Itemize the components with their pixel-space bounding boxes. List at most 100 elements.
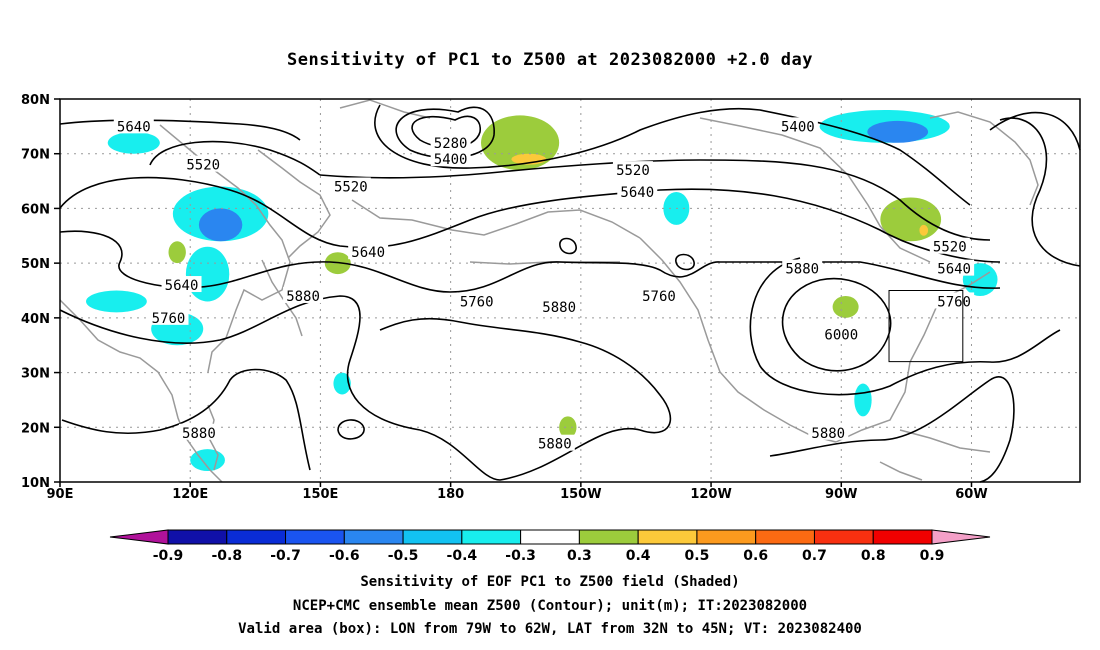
- contour-label-bg-17: [929, 237, 970, 254]
- contour-label-16: 6000: [824, 327, 858, 343]
- lon-label-90W: 90W: [825, 487, 857, 502]
- colorbar-box-6: [520, 529, 580, 545]
- contour-label-bg-19: [934, 292, 975, 309]
- colorbar-tick-label-10: 0.6: [743, 548, 768, 564]
- lon-label-150E: 150E: [302, 487, 338, 502]
- contour-label-bg-3: [430, 150, 471, 167]
- contour-label-10: 5880: [542, 300, 576, 316]
- contour-label-7: 5760: [152, 311, 186, 327]
- lon-label-90E: 90E: [47, 487, 74, 502]
- contour-label-bg-4: [330, 177, 371, 194]
- coast-bering: [351, 199, 641, 239]
- shade-patch-20: [919, 224, 929, 236]
- colorbar-tick-label-13: 0.9: [920, 548, 945, 564]
- colorbar-box-9: [696, 529, 757, 545]
- colorbar-box-12: [872, 529, 933, 545]
- contour-label-bg-5: [348, 243, 389, 260]
- colorbar-tick-label-4: -0.5: [388, 548, 419, 564]
- coast-canada-north: [699, 117, 931, 263]
- contour-south-left: [61, 368, 311, 471]
- lat-label-20N: 20N: [21, 421, 50, 436]
- contour-label-bg-16: [821, 325, 862, 342]
- contour-label-bg-0: [113, 117, 154, 134]
- valid-area-box: [888, 290, 964, 363]
- shade-patch-7: [190, 449, 225, 472]
- contour-label-22: 5880: [811, 426, 845, 442]
- lon-label-180: 180: [437, 487, 464, 502]
- contour-label-1: 5520: [186, 158, 220, 174]
- colorbar-box-10: [755, 529, 815, 545]
- colorbar-tick-label-8: 0.4: [626, 548, 651, 564]
- colorbar-box-2: [285, 529, 345, 545]
- contour-label-0: 5640: [117, 119, 151, 135]
- contour-5640-west: [59, 119, 301, 141]
- contour-east-ridge-2: [999, 117, 1081, 267]
- contour-6000-high: [781, 277, 892, 372]
- colorbar: -0.9 -0.8 -0.7 -0.6 -0.5 -0.4 -0.3 0.3 0.4 0.5 0.6…: [109, 529, 991, 564]
- coast-philippines: [207, 404, 219, 471]
- coast-east-asia: [159, 124, 291, 373]
- lat-label-60N: 60N: [21, 202, 50, 217]
- lat-label-30N: 30N: [21, 367, 50, 382]
- shade-patch-6: [333, 372, 351, 395]
- contour-label-bg-20: [178, 423, 219, 440]
- contour-label-12: 5640: [620, 185, 654, 201]
- contour-label-6: 5640: [165, 278, 199, 294]
- contour-label-3: 5400: [434, 152, 468, 168]
- lat-label-80N: 80N: [21, 93, 50, 108]
- contour-label-bg-7: [148, 308, 189, 325]
- colorbar-low-triangle: [109, 529, 169, 545]
- colorbar-tick-label-1: -0.8: [211, 548, 242, 564]
- colorbar-tick-label-7: 0.3: [567, 548, 592, 564]
- contour-small-3: [337, 419, 365, 440]
- contour-5520-west: [149, 140, 321, 176]
- colorbar-box-1: [226, 529, 287, 545]
- colorbar-tick-label-9: 0.5: [685, 548, 710, 564]
- contour-label-21: 5880: [538, 437, 572, 453]
- caption-line-2: NCEP+CMC ensemble mean Z500 (Contour); u…: [292, 598, 808, 614]
- contour-label-15: 5880: [785, 262, 819, 278]
- colorbar-box-0: [167, 529, 228, 545]
- contour-label-2: 5280: [434, 136, 468, 152]
- contour-east-ridge-1: [989, 111, 1081, 151]
- lat-label-40N: 40N: [21, 312, 50, 327]
- contour-5880-mid: [379, 317, 672, 481]
- shade-patch-18: [832, 295, 859, 318]
- contour-small-2: [675, 253, 695, 271]
- contour-label-bg-6: [161, 276, 202, 293]
- colorbar-tick-label-5: -0.4: [447, 548, 478, 564]
- colorbar-tick-label-11: 0.7: [802, 548, 827, 564]
- colorbar-tick-label-12: 0.8: [861, 548, 886, 564]
- lon-label-120E: 120E: [172, 487, 208, 502]
- contour-label-19: 5760: [937, 294, 971, 310]
- colorbar-box-8: [637, 529, 698, 545]
- shade-patch-12: [854, 383, 872, 417]
- contour-label-bg-15: [782, 259, 823, 276]
- contour-label-bg-9: [456, 292, 497, 309]
- contour-south-right: [769, 376, 1015, 483]
- colorbar-box-4: [402, 529, 463, 545]
- colorbar-box-3: [343, 529, 404, 545]
- colorbar-tick-label-0: -0.9: [153, 548, 184, 564]
- contour-label-bg-11: [638, 286, 679, 303]
- contour-label-13: 5520: [616, 163, 650, 179]
- coast-kamchatka: [257, 149, 331, 259]
- shade-patch-17: [559, 416, 577, 439]
- contour-label-4: 5520: [334, 180, 368, 196]
- contour-5880-left: [59, 295, 421, 431]
- sensitivity-shading: [86, 109, 998, 472]
- contour-label-17: 5520: [933, 240, 967, 256]
- shade-patch-16: [168, 241, 186, 264]
- contour-label-11: 5760: [642, 289, 676, 305]
- contour-label-9: 5760: [460, 294, 494, 310]
- caption-line-1: Sensitivity of EOF PC1 to Z500 field (Sh…: [360, 574, 740, 590]
- contour-5400: [374, 104, 971, 206]
- contour-5880-high: [749, 257, 1061, 396]
- colorbar-tick-label-6: -0.3: [505, 548, 536, 564]
- contour-label-bg-18: [934, 259, 975, 276]
- page-title: Sensitivity of PC1 to Z500 at 2023082000…: [286, 50, 813, 70]
- contour-label-bg-12: [617, 183, 658, 200]
- contour-5520-east: [319, 159, 991, 241]
